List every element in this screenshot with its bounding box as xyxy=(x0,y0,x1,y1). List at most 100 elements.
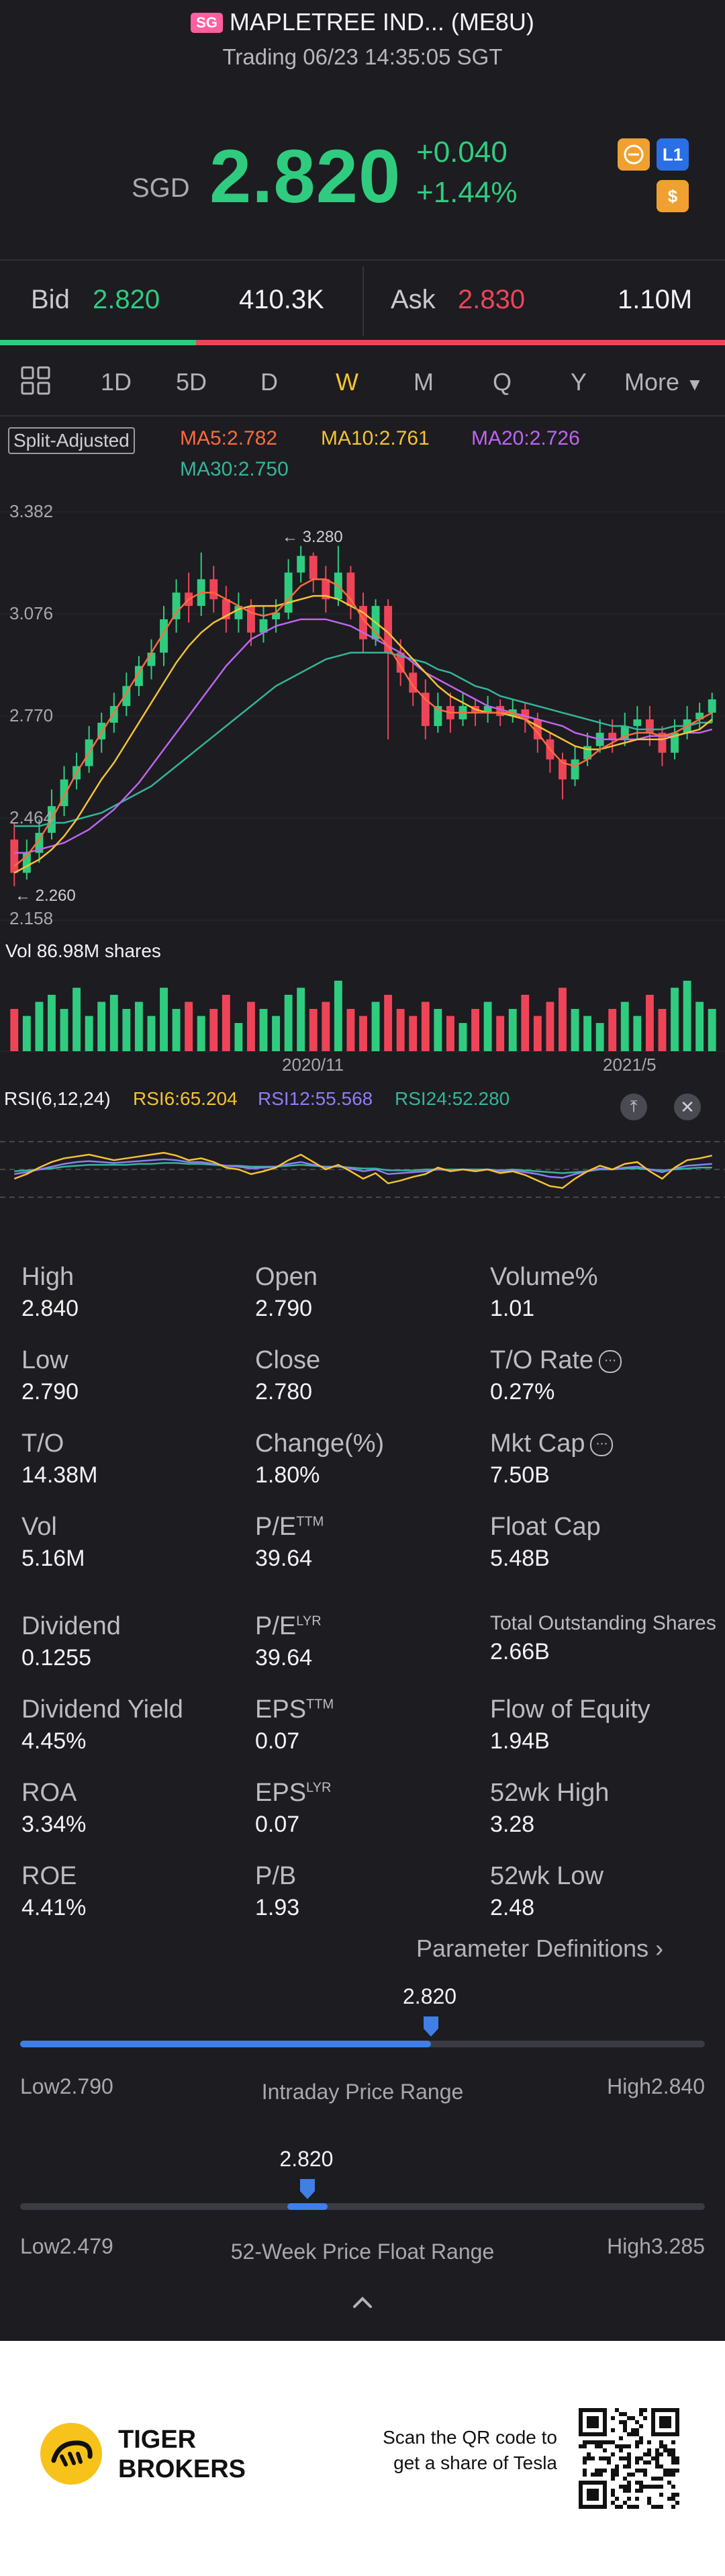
volume-bar xyxy=(595,1023,604,1051)
tab-1d[interactable]: 1D xyxy=(101,368,132,396)
brand-line1: TIGER xyxy=(118,2426,197,2454)
qr-module xyxy=(659,2416,663,2420)
volume-bar xyxy=(483,1002,492,1051)
volume-bar xyxy=(160,987,168,1051)
bid-size: 410.3K xyxy=(239,285,324,314)
volume-bar xyxy=(346,1009,355,1051)
qr-module xyxy=(623,2428,627,2432)
volume-bar xyxy=(521,995,530,1051)
qr-module xyxy=(603,2432,607,2436)
high-annotation: ← 3.280 xyxy=(282,528,343,546)
split-adjusted-toggle[interactable]: Split-Adjusted xyxy=(8,427,135,454)
candle-body xyxy=(483,706,492,713)
qr-module xyxy=(603,2412,607,2416)
y-tick: 2.770 xyxy=(9,705,54,725)
stat-cell: EPSLYR 0.07 xyxy=(255,1779,331,1838)
qr-module xyxy=(675,2412,679,2416)
volume-bar xyxy=(434,1009,442,1051)
qr-module xyxy=(667,2420,671,2424)
qr-module xyxy=(623,2412,627,2416)
price-change-pct: +1.44% xyxy=(416,176,518,209)
qr-module xyxy=(587,2505,591,2509)
level1-icon[interactable]: L1 xyxy=(657,138,689,171)
trade-icon[interactable] xyxy=(618,138,650,171)
qr-module xyxy=(611,2440,615,2444)
stat-label: 52wk High xyxy=(490,1779,610,1807)
candle-body xyxy=(272,613,281,619)
qr-module xyxy=(579,2432,583,2436)
week52-current-value: 2.820 xyxy=(279,2147,334,2171)
qr-module xyxy=(667,2469,671,2473)
tab-w[interactable]: W xyxy=(336,368,358,396)
stat-value: 2.790 xyxy=(255,1296,313,1321)
parameter-definitions-link[interactable]: Parameter Definitions › xyxy=(416,1935,663,1963)
qr-module xyxy=(595,2416,599,2420)
qr-module xyxy=(619,2444,623,2448)
info-icon[interactable]: ⋯ xyxy=(590,1433,614,1456)
candle-body xyxy=(571,759,579,780)
close-icon[interactable]: ✕ xyxy=(674,1094,701,1120)
dollar-icon[interactable]: $ xyxy=(657,180,689,212)
rsi6-line xyxy=(13,1151,712,1189)
stat-label: P/ETTM xyxy=(255,1513,324,1541)
tab-more[interactable]: More ▼ xyxy=(624,368,704,396)
qr-module xyxy=(607,2456,611,2460)
qr-module xyxy=(591,2432,595,2436)
price-chart[interactable] xyxy=(0,490,725,1229)
chevron-up-icon[interactable] xyxy=(350,2291,375,2315)
qr-module xyxy=(631,2432,635,2436)
info-icon[interactable]: ⋯ xyxy=(599,1349,622,1373)
qr-module xyxy=(639,2412,643,2416)
qr-module xyxy=(611,2477,615,2481)
qr-module xyxy=(675,2428,679,2432)
qr-module xyxy=(619,2448,623,2452)
qr-module xyxy=(671,2485,675,2489)
candle-body xyxy=(409,672,418,693)
qr-module xyxy=(579,2444,583,2448)
qr-module xyxy=(627,2460,631,2464)
qr-module xyxy=(591,2424,595,2428)
bid-ratio-fill xyxy=(0,340,196,345)
qr-module xyxy=(667,2452,671,2456)
tab-q[interactable]: Q xyxy=(493,368,512,396)
qr-module xyxy=(595,2481,599,2485)
candle-body xyxy=(172,592,181,619)
qr-module xyxy=(587,2420,591,2424)
qr-module xyxy=(675,2408,679,2412)
tab-y[interactable]: Y xyxy=(571,368,587,396)
volume-bar xyxy=(60,1009,68,1051)
volume-bar xyxy=(134,1002,143,1051)
qr-module xyxy=(675,2460,679,2464)
qr-module xyxy=(643,2408,647,2412)
stat-cell: Vol 5.16M xyxy=(21,1513,85,1572)
qr-module xyxy=(579,2424,583,2428)
intraday-current-value: 2.820 xyxy=(403,1984,457,2008)
qr-module xyxy=(675,2432,679,2436)
qr-module xyxy=(651,2477,655,2481)
qr-module xyxy=(667,2473,671,2477)
tab-d[interactable]: D xyxy=(260,368,278,396)
volume-bar xyxy=(272,1016,281,1051)
qr-module xyxy=(603,2420,607,2424)
volume-bar xyxy=(658,1009,667,1051)
stat-label: T/O Rate ⋯ xyxy=(490,1346,622,1375)
stat-value: 7.50B xyxy=(490,1462,550,1488)
qr-module xyxy=(591,2489,595,2493)
qr-module xyxy=(627,2444,631,2448)
qr-module xyxy=(619,2436,623,2440)
qr-module xyxy=(623,2456,627,2460)
qr-module xyxy=(591,2456,595,2460)
layout-grid-icon[interactable] xyxy=(20,365,54,402)
qr-module xyxy=(579,2408,583,2412)
candle-body xyxy=(421,693,430,726)
candle-body xyxy=(209,579,218,600)
qr-module xyxy=(635,2460,639,2464)
tab-m[interactable]: M xyxy=(414,368,434,396)
qr-module xyxy=(663,2432,667,2436)
y-tick: 2.464 xyxy=(9,807,54,828)
stat-label-superscript: TTM xyxy=(306,1697,334,1712)
tab-5d[interactable]: 5D xyxy=(176,368,207,396)
volume-bar xyxy=(608,1009,617,1051)
volume-bar xyxy=(334,981,342,1051)
pin-top-icon[interactable]: ⤒ xyxy=(620,1094,647,1120)
